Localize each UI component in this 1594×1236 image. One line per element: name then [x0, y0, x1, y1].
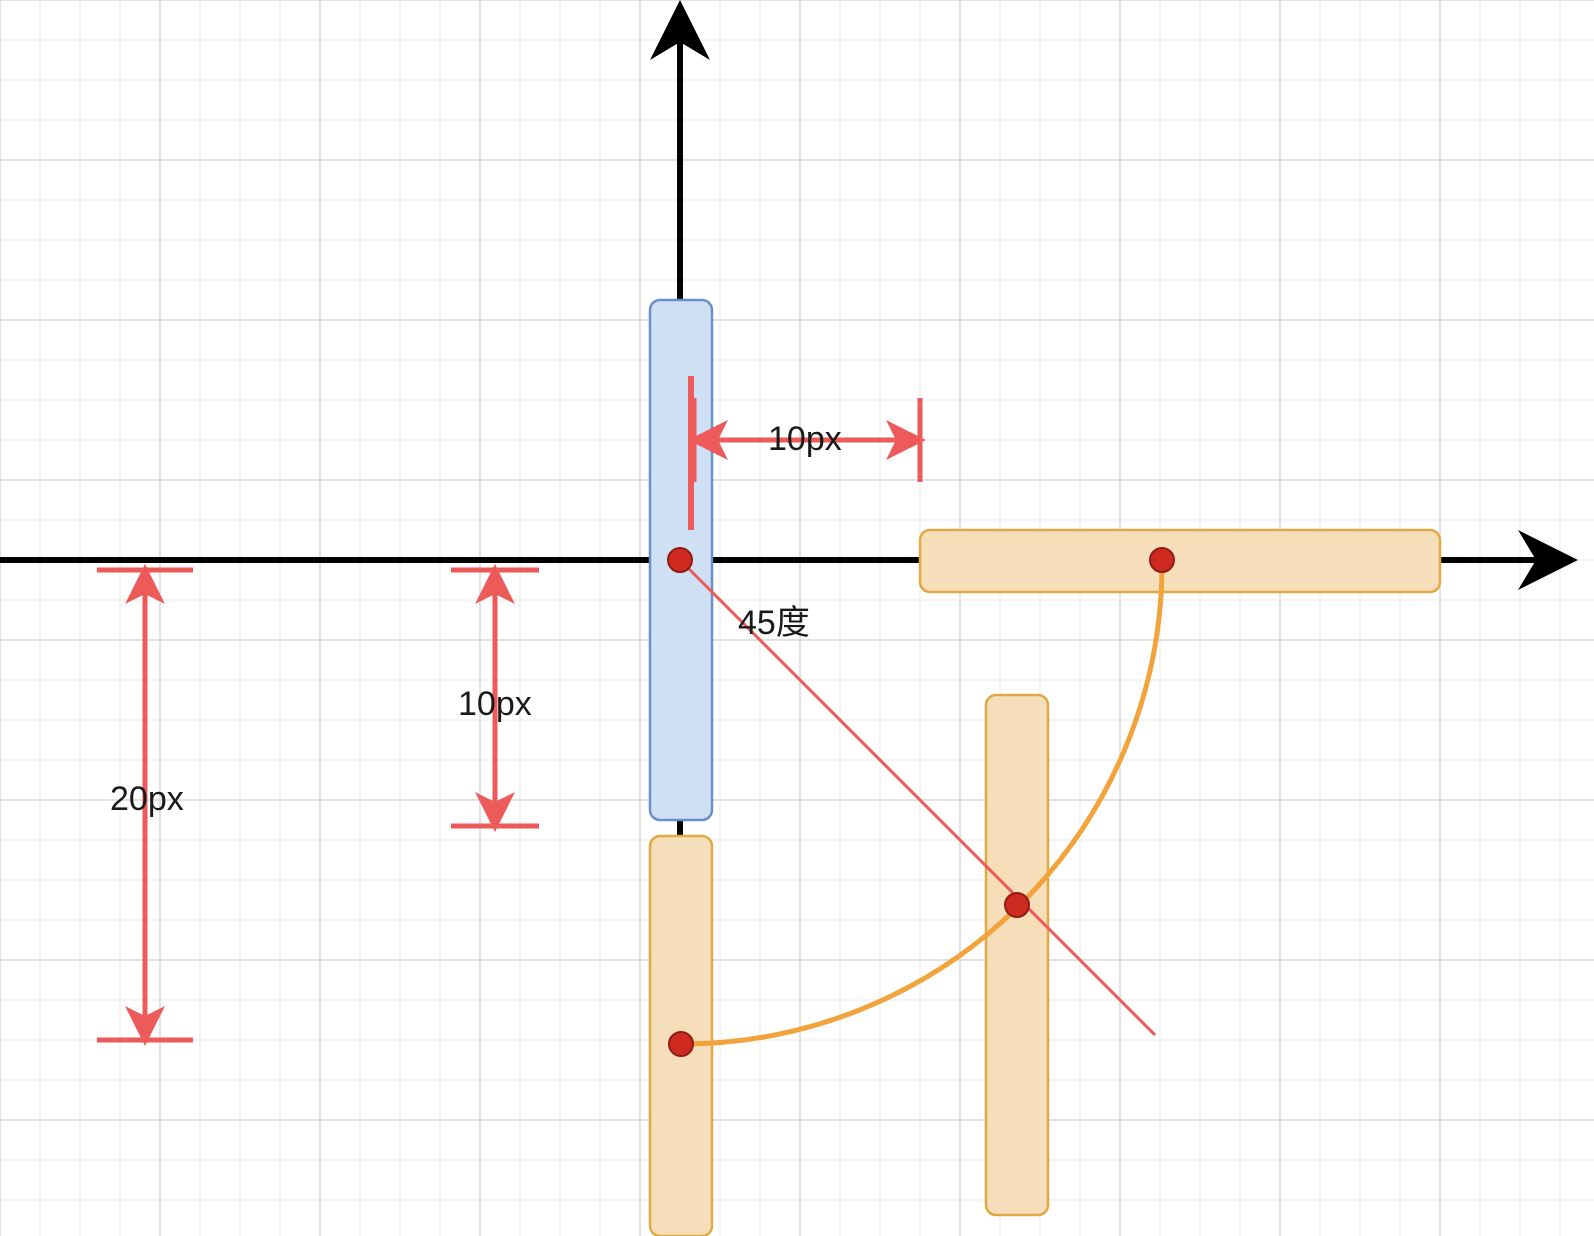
orange-rect-middle	[986, 695, 1048, 1215]
diagram-canvas: 20px 10px 10px 45度	[0, 0, 1594, 1236]
origin-dot	[668, 548, 692, 572]
bottom-rect-dot	[669, 1032, 693, 1056]
middle-rect-dot	[1005, 893, 1029, 917]
dim-20px-label: 20px	[110, 780, 184, 818]
angle-45-label: 45度	[738, 604, 810, 642]
right-rect-dot	[1150, 548, 1174, 572]
dim-10px-horizontal-label: 10px	[768, 420, 842, 458]
dim-10px-vertical-label: 10px	[458, 685, 532, 723]
orange-rect-right	[920, 530, 1440, 592]
